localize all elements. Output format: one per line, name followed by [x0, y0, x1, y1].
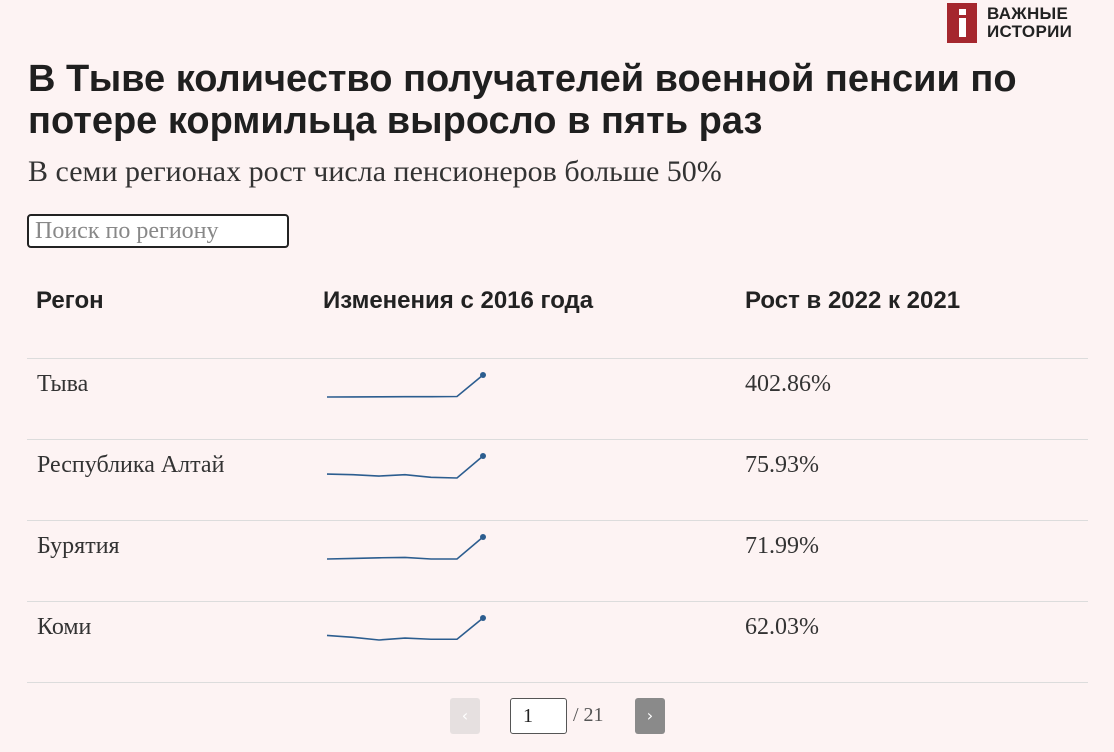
- region-search-input[interactable]: [27, 214, 289, 248]
- prev-page-button[interactable]: ‹: [450, 698, 480, 734]
- data-table: Тыва 402.86% Республика Алтай 75.93% Бурятия…: [27, 358, 1088, 683]
- sparkline-chart: [326, 372, 486, 398]
- growth-value: 75.93%: [745, 452, 819, 478]
- growth-value: 62.03%: [745, 614, 819, 640]
- page-number-input[interactable]: [510, 698, 567, 734]
- sparkline-line: [326, 617, 484, 641]
- sparkline-end-point: [480, 453, 486, 459]
- table-row: Республика Алтай 75.93%: [27, 439, 1088, 520]
- region-name: Тыва: [37, 371, 89, 397]
- page-subtitle: В семи регионах рост числа пенсионеров б…: [28, 155, 722, 188]
- sparkline-chart: [326, 615, 486, 641]
- brand-i-icon: [947, 3, 977, 43]
- column-header-region: Регон: [36, 287, 104, 314]
- brand-line2: ИСТОРИИ: [987, 22, 1073, 41]
- sparkline-end-point: [480, 615, 486, 621]
- column-header-growth: Рост в 2022 к 2021: [745, 287, 961, 314]
- growth-value: 71.99%: [745, 533, 819, 559]
- brand-line1: ВАЖНЫЕ: [987, 4, 1069, 23]
- pagination: ‹ / 21 ›: [0, 698, 1114, 734]
- next-page-button[interactable]: ›: [635, 698, 665, 734]
- sparkline-line: [326, 536, 484, 560]
- sparkline-end-point: [480, 372, 486, 378]
- page-title: В Тыве количество получателей военной пе…: [28, 58, 1017, 142]
- growth-value: 402.86%: [745, 371, 831, 397]
- sparkline-line: [326, 374, 484, 398]
- sparkline-end-point: [480, 534, 486, 540]
- region-name: Республика Алтай: [37, 452, 225, 478]
- page-total: / 21: [573, 704, 604, 726]
- region-name: Коми: [37, 614, 92, 640]
- table-row: Тыва 402.86%: [27, 358, 1088, 439]
- table-row: Коми 62.03%: [27, 601, 1088, 683]
- column-header-change: Изменения с 2016 года: [323, 287, 594, 314]
- sparkline-chart: [326, 453, 486, 479]
- region-name: Бурятия: [37, 533, 120, 559]
- sparkline-chart: [326, 534, 486, 560]
- brand-name: ВАЖНЫЕ ИСТОРИИ: [987, 5, 1072, 41]
- sparkline-line: [326, 455, 484, 479]
- table-row: Бурятия 71.99%: [27, 520, 1088, 601]
- brand-logo[interactable]: ВАЖНЫЕ ИСТОРИИ: [947, 3, 1072, 43]
